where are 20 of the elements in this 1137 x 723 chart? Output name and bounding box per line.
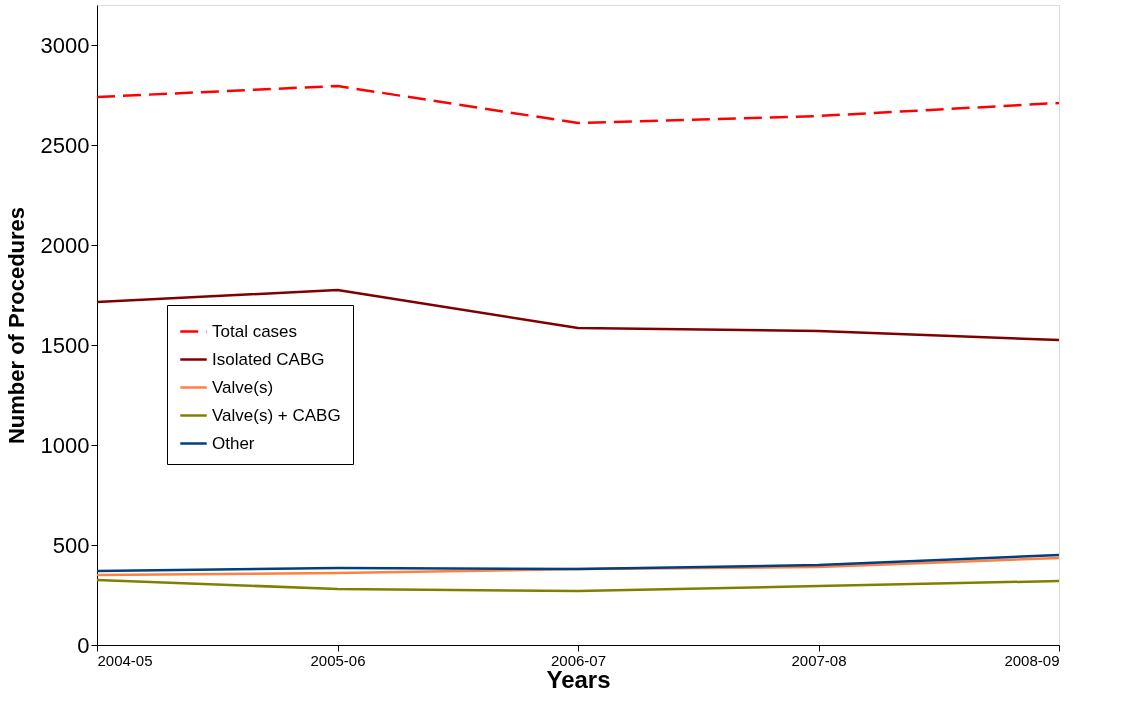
legend-label: Valve(s) [212,377,274,397]
y-tick-label: 1500 [40,332,90,358]
y-tick-label: 2500 [40,132,90,158]
x-tick-label: 2004-05 [97,651,153,669]
y-tick-label: 500 [52,532,90,558]
x-tick-label: 2005-06 [310,651,366,669]
y-axis-title: Number of Procedures [3,206,29,445]
legend-label: Isolated CABG [212,349,325,369]
y-tick-label: 2000 [40,232,90,258]
x-tick-label: 2007-08 [791,651,847,669]
line-series [95,578,1061,593]
legend-label: Other [212,433,255,453]
x-tick-label: 2008-09 [1004,651,1060,669]
legend-label: Valve(s) + CABG [212,405,341,425]
legend-label: Total cases [212,321,298,341]
line-series [95,288,1061,342]
y-tick-label: 1000 [40,432,90,458]
line-series [95,84,1061,125]
y-tick-label: 0 [77,632,90,658]
y-tick-label: 3000 [40,32,90,58]
